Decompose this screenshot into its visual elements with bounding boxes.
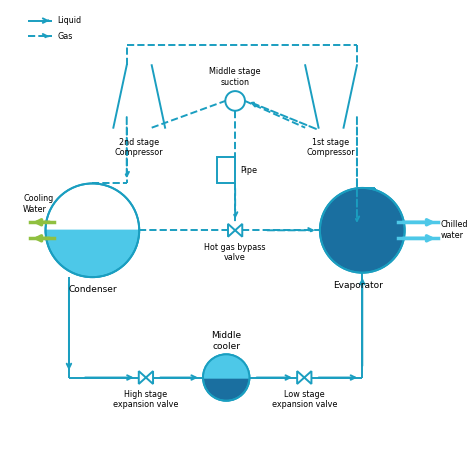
Polygon shape (203, 355, 249, 377)
Text: Liquid: Liquid (57, 16, 82, 25)
Circle shape (320, 188, 405, 273)
Text: Gas: Gas (57, 32, 73, 41)
Text: Hot gas bypass
valve: Hot gas bypass valve (204, 243, 266, 262)
Text: Middle
cooler: Middle cooler (211, 331, 241, 351)
Text: High stage
expansion valve: High stage expansion valve (113, 390, 179, 410)
Text: Chilled
water: Chilled water (440, 220, 468, 240)
Text: Low stage
expansion valve: Low stage expansion valve (272, 390, 337, 410)
Polygon shape (46, 230, 139, 277)
Text: Evaporator: Evaporator (333, 281, 383, 290)
Text: Cooling
Water: Cooling Water (23, 194, 54, 214)
Bar (217, 157, 235, 183)
Text: Condenser: Condenser (68, 285, 117, 294)
Circle shape (203, 355, 249, 401)
Text: 2nd stage
Compressor: 2nd stage Compressor (115, 137, 164, 157)
Text: 1st stage
Compressor: 1st stage Compressor (307, 137, 356, 157)
Text: Pipe: Pipe (240, 165, 257, 174)
Text: Middle stage
suction: Middle stage suction (210, 67, 261, 87)
